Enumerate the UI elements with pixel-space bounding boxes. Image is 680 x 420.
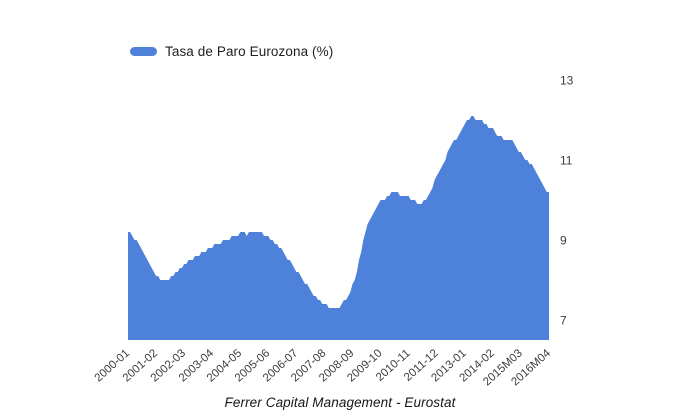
- legend-swatch-icon: [130, 47, 157, 56]
- y-axis-labels: 7 9 11 13: [560, 74, 574, 328]
- y-axis-tick-label: 11: [560, 154, 573, 168]
- y-axis-tick-label: 13: [560, 74, 574, 88]
- x-axis-labels: 2000-012001-022002-032003-042004-052005-…: [93, 347, 554, 388]
- area-series: [128, 116, 549, 340]
- source-caption: Ferrer Capital Management - Eurostat: [224, 395, 456, 410]
- legend-label: Tasa de Paro Eurozona (%): [165, 44, 334, 59]
- legend: Tasa de Paro Eurozona (%): [130, 44, 333, 59]
- y-axis-tick-label: 7: [560, 314, 567, 328]
- y-axis-tick-label: 9: [560, 234, 567, 248]
